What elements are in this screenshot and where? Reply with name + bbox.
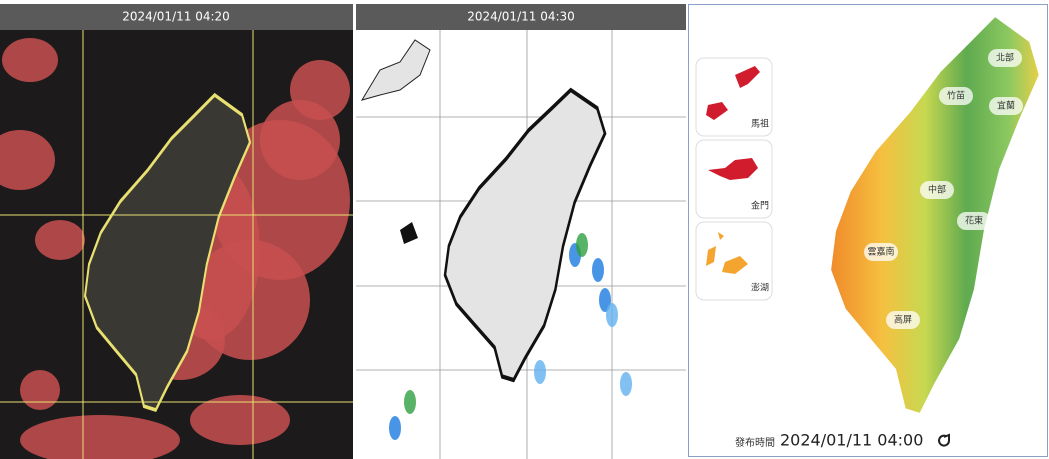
cloud bbox=[2, 38, 58, 82]
island bbox=[400, 222, 418, 244]
island-label: 馬祖 bbox=[751, 118, 769, 130]
radar-panel bbox=[356, 30, 686, 459]
region-label: 雲嘉南 bbox=[867, 246, 894, 258]
region-label: 花東 bbox=[965, 215, 983, 227]
region-label: 竹苗 bbox=[947, 90, 965, 102]
echo bbox=[592, 258, 604, 282]
satellite-header bbox=[0, 4, 353, 30]
island-shape bbox=[706, 66, 760, 120]
island-shape bbox=[706, 232, 748, 274]
coastline bbox=[360, 39, 431, 101]
echo bbox=[606, 303, 618, 327]
refresh-icon[interactable] bbox=[938, 433, 950, 447]
island-cards: 馬祖 金門 澎湖 bbox=[695, 57, 773, 301]
issued-label: 發布時間 bbox=[735, 436, 775, 449]
region-label: 北部 bbox=[996, 52, 1014, 64]
satellite-panel bbox=[0, 30, 353, 459]
cloud bbox=[35, 220, 85, 260]
region-label: 宜蘭 bbox=[997, 100, 1015, 112]
echo bbox=[534, 360, 546, 384]
region-label: 高屏 bbox=[894, 314, 912, 326]
cloud bbox=[0, 130, 55, 190]
island-label: 澎湖 bbox=[751, 282, 769, 294]
echo bbox=[620, 372, 632, 396]
echo bbox=[404, 390, 416, 414]
region-pill bbox=[989, 97, 1023, 115]
cloud bbox=[20, 370, 60, 410]
cloud bbox=[290, 60, 350, 120]
region-pill bbox=[939, 87, 973, 105]
island-label: 金門 bbox=[751, 200, 769, 212]
cloud bbox=[20, 415, 180, 459]
region-label: 中部 bbox=[928, 184, 946, 196]
satellite-timestamp: 2024/01/11 04:20 bbox=[122, 10, 230, 24]
region-pill bbox=[864, 243, 898, 261]
issued-time: 2024/01/11 04:00 bbox=[780, 431, 923, 450]
echo bbox=[576, 233, 588, 257]
radar-timestamp: 2024/01/11 04:30 bbox=[467, 10, 575, 24]
region-pill bbox=[957, 212, 991, 230]
region-pill bbox=[886, 311, 920, 329]
region-pill bbox=[920, 181, 954, 199]
echo bbox=[599, 288, 611, 312]
radar-header bbox=[356, 4, 686, 30]
cloud bbox=[190, 395, 290, 445]
region-pill bbox=[988, 49, 1022, 67]
echo bbox=[389, 416, 401, 440]
island-shape bbox=[708, 158, 758, 180]
